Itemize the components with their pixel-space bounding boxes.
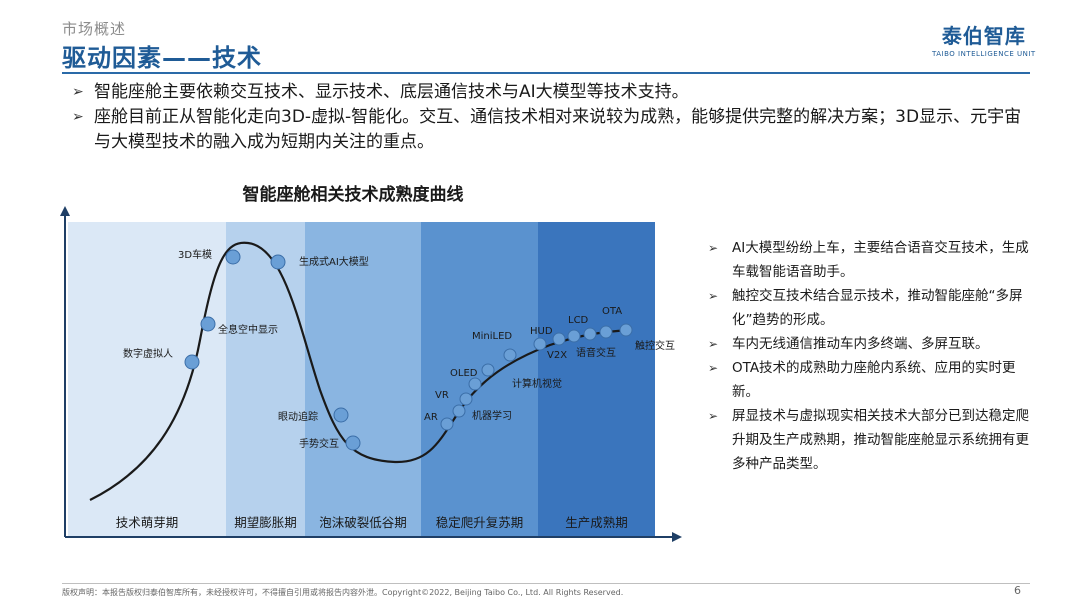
technology-point xyxy=(184,354,200,370)
technology-label: 语音交互 xyxy=(576,346,616,359)
phase-bands xyxy=(68,222,655,537)
phase-label: 期望膨胀期 xyxy=(234,515,297,530)
technology-label: 眼动追踪 xyxy=(278,410,318,423)
technology-point xyxy=(452,404,466,418)
phase-label: 技术萌芽期 xyxy=(116,515,179,530)
technology-point xyxy=(567,329,581,343)
y-axis-arrow xyxy=(60,206,70,216)
chart-title: 智能座舱相关技术成熟度曲线 xyxy=(242,185,464,205)
title-divider xyxy=(62,72,1030,74)
page-title: 驱动因素——技术 xyxy=(62,44,262,72)
technology-point xyxy=(552,332,566,346)
phase-label: 生产成熟期 xyxy=(565,515,628,530)
technology-point xyxy=(440,417,454,431)
phase-label: 泡沫破裂低谷期 xyxy=(319,515,407,530)
note-item: 屏显技术与虚拟现实相关技术大部分已到达稳定爬升期及生产成熟期，推动智能座舱显示系… xyxy=(708,404,1038,476)
technology-label: LCD xyxy=(568,315,589,326)
technology-point xyxy=(481,363,495,377)
note-item: 车内无线通信推动车内多终端、多屏互联。 xyxy=(708,332,1038,356)
technology-point xyxy=(583,327,597,341)
technology-point xyxy=(619,323,633,337)
technology-label: 全息空中显示 xyxy=(218,323,278,336)
technology-point xyxy=(599,325,613,339)
technology-label: AR xyxy=(424,412,438,423)
technology-point xyxy=(533,337,547,351)
technology-point xyxy=(333,407,349,423)
technology-label: 机器学习 xyxy=(472,409,512,422)
footer-divider xyxy=(62,583,1030,584)
brand-logo: 泰伯智库 TAIBO INTELLIGENCE UNIT xyxy=(932,20,1036,58)
intro-item: 座舱目前正从智能化走向3D-虚拟-智能化。交互、通信技术相对来说较为成熟，能够提… xyxy=(72,105,1022,155)
chart-axes xyxy=(60,206,682,542)
phase-band xyxy=(68,222,226,537)
technology-label: 触控交互 xyxy=(635,339,675,352)
technology-label: OTA xyxy=(602,306,622,317)
technology-label: 手势交互 xyxy=(299,437,339,450)
technology-label: HUD xyxy=(530,326,553,337)
technology-label: 数字虚拟人 xyxy=(123,347,173,360)
logo-subtitle: TAIBO INTELLIGENCE UNIT xyxy=(932,50,1036,58)
logo-name: 泰伯智库 xyxy=(941,24,1026,48)
technology-point xyxy=(503,348,517,362)
technology-label: 3D车模 xyxy=(178,248,212,261)
technology-label: 计算机视觉 xyxy=(512,377,562,390)
technology-point xyxy=(459,392,473,406)
technology-label: OLED xyxy=(450,368,478,379)
phase-band xyxy=(538,222,655,537)
maturity-curve-layer xyxy=(89,241,631,501)
technology-point xyxy=(270,254,286,270)
note-item: AI大模型纷纷上车，主要结合语音交互技术，生成车载智能语音助手。 xyxy=(708,236,1038,284)
technology-label: MiniLED xyxy=(472,331,512,342)
phase-band xyxy=(226,222,305,537)
copyright-notice: 版权声明：本报告版权归泰伯智库所有，未经授权许可，不得擅自引用或将报告内容外泄。… xyxy=(62,588,624,597)
maturity-curve xyxy=(89,241,631,501)
x-axis-arrow xyxy=(672,532,682,542)
phase-labels: 技术萌芽期 期望膨胀期 泡沫破裂低谷期 稳定爬升复苏期 生产成熟期 xyxy=(116,515,628,530)
technology-point xyxy=(468,377,482,391)
technology-points xyxy=(184,249,633,451)
technology-point xyxy=(225,249,241,265)
page-number: 6 xyxy=(1014,584,1021,597)
notes-list: AI大模型纷纷上车，主要结合语音交互技术，生成车载智能语音助手。 触控交互技术结… xyxy=(708,236,1038,476)
technology-point xyxy=(200,316,216,332)
technology-label: 生成式AI大模型 xyxy=(299,255,369,268)
technology-label: VR xyxy=(435,390,449,401)
intro-list: 智能座舱主要依赖交互技术、显示技术、底层通信技术与AI大模型等技术支持。 座舱目… xyxy=(72,80,1022,155)
note-item: 触控交互技术结合显示技术，推动智能座舱“多屏化”趋势的形成。 xyxy=(708,284,1038,332)
technology-label: V2X xyxy=(547,350,567,361)
note-item: OTA技术的成熟助力座舱内系统、应用的实时更新。 xyxy=(708,356,1038,404)
technology-point xyxy=(345,435,361,451)
phase-label: 稳定爬升复苏期 xyxy=(436,515,524,530)
intro-item: 智能座舱主要依赖交互技术、显示技术、底层通信技术与AI大模型等技术支持。 xyxy=(72,80,1022,105)
section-label: 市场概述 xyxy=(62,20,127,38)
phase-band xyxy=(305,222,421,537)
